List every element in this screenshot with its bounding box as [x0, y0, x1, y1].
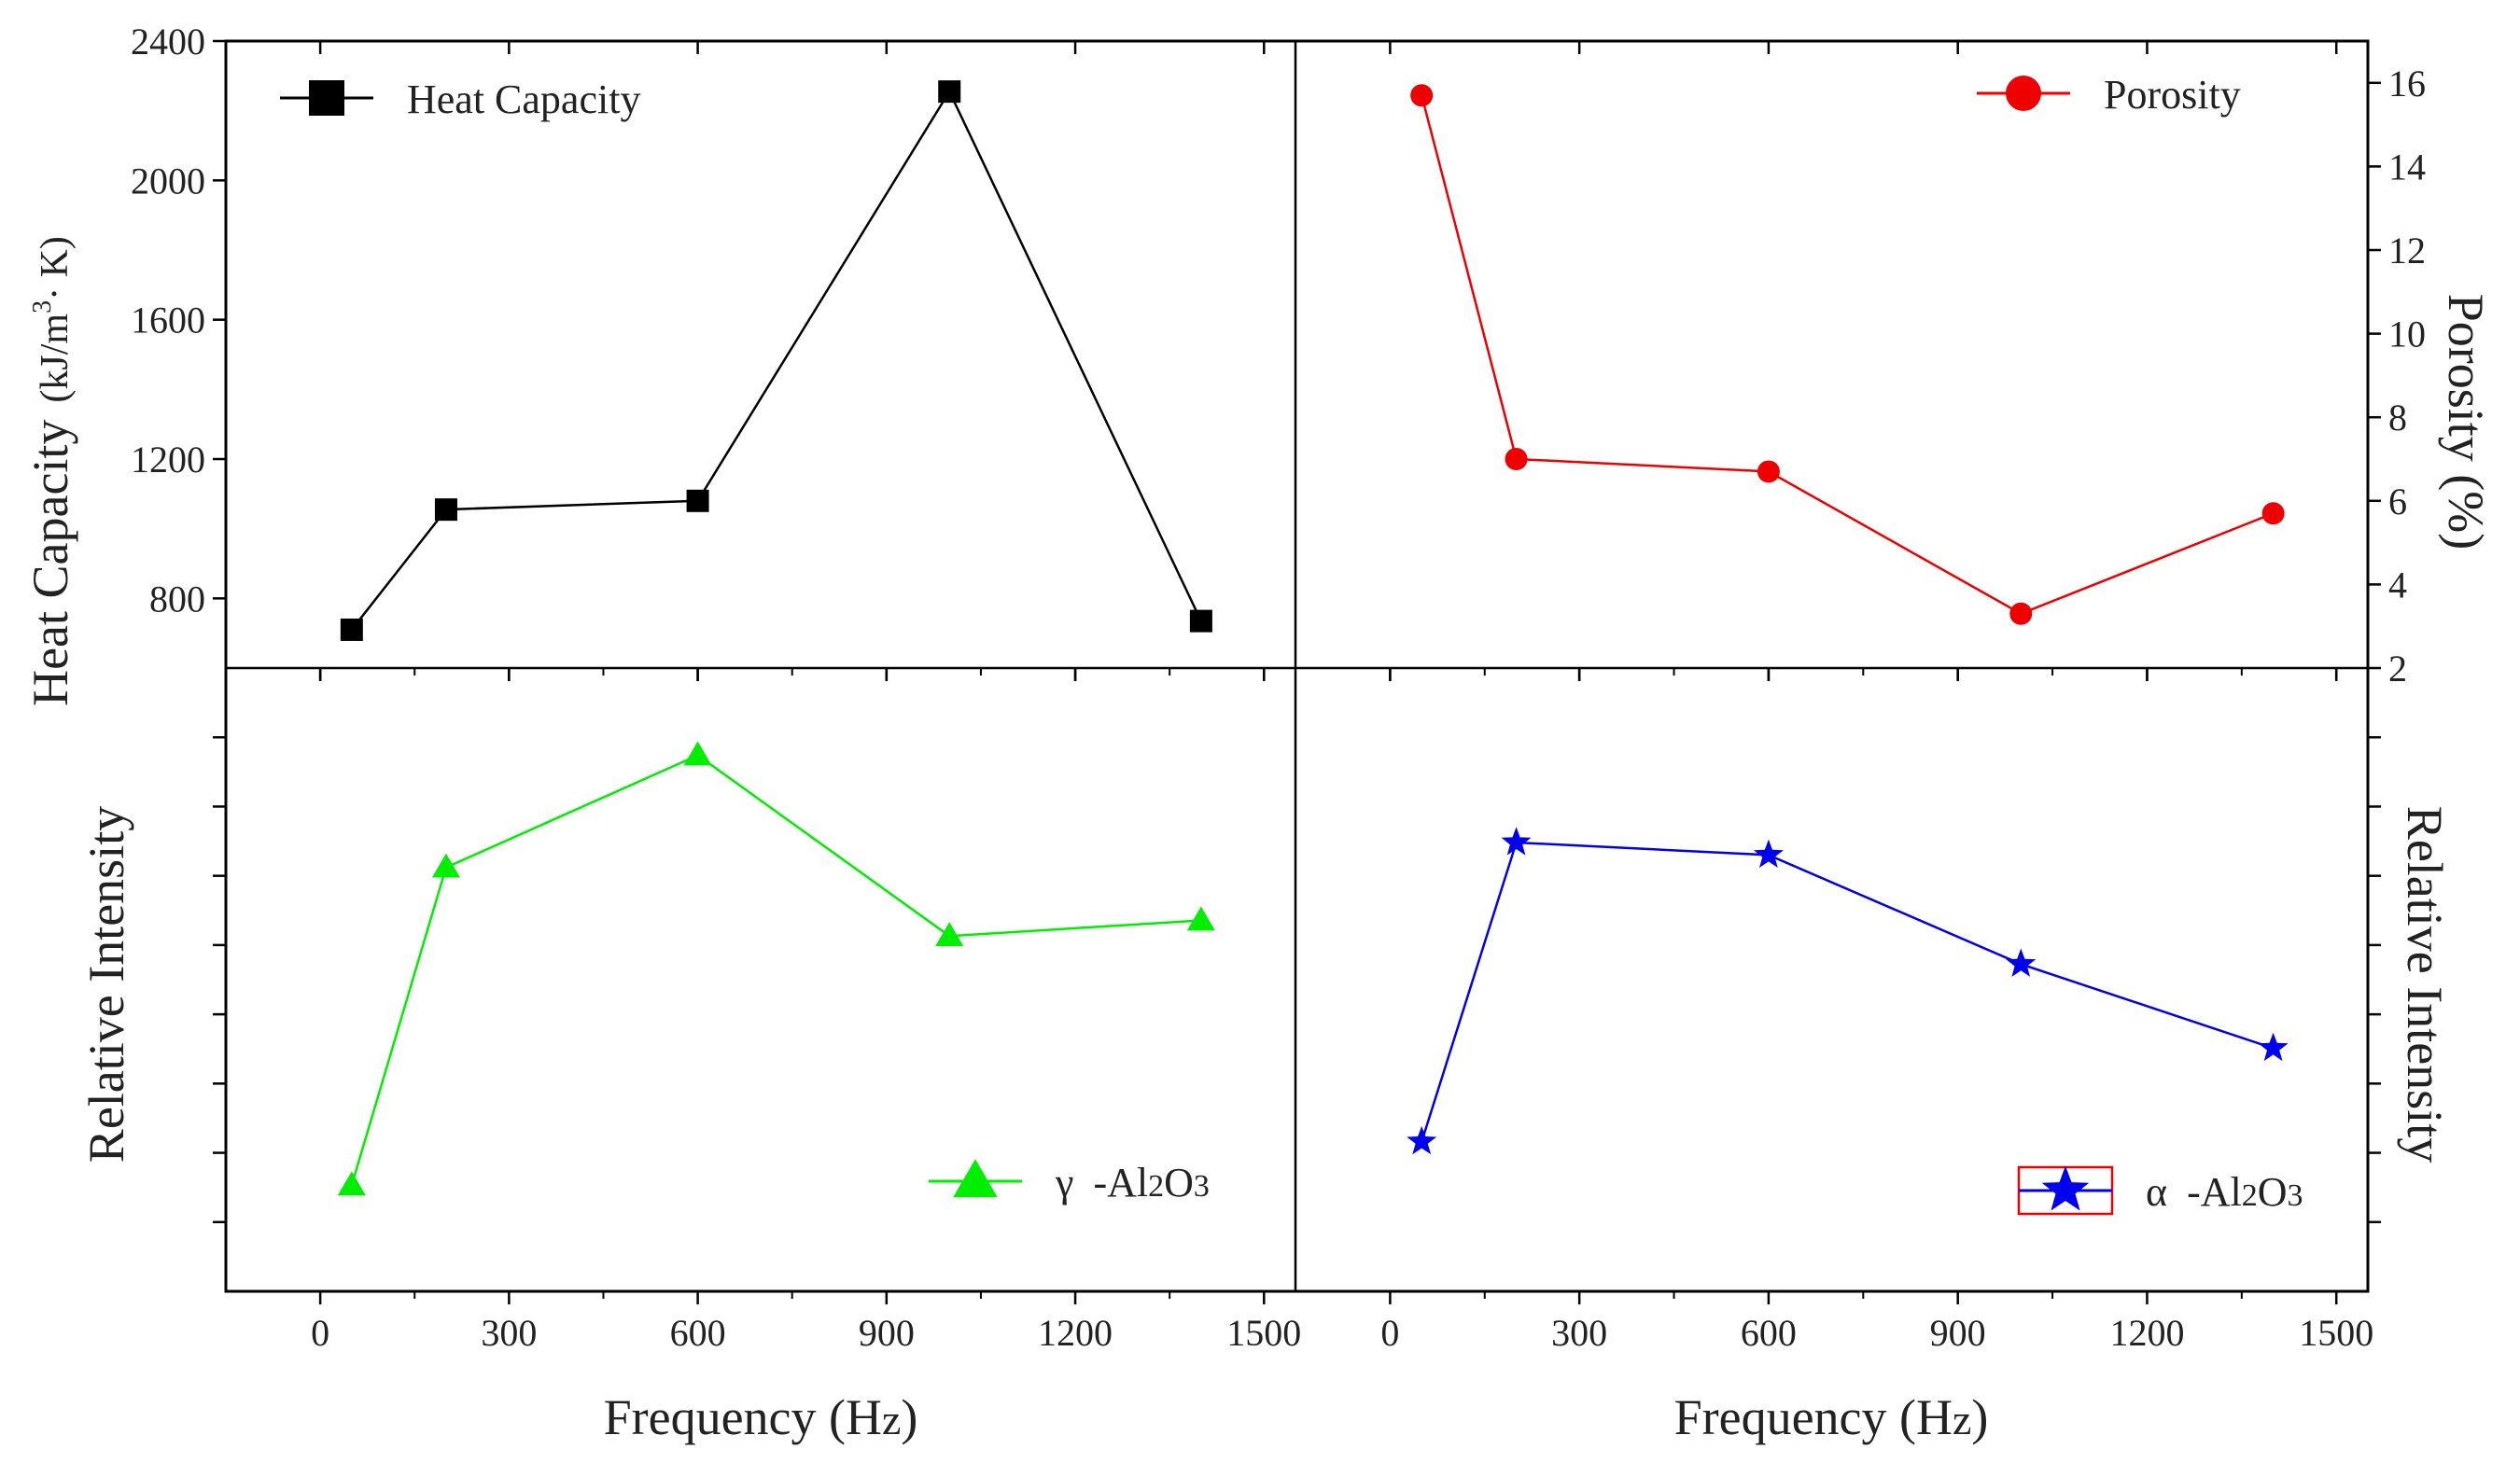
- y-tick-label: 16: [2388, 63, 2426, 104]
- y-tick-label: 12: [2388, 230, 2426, 272]
- plot-border: [224, 39, 2370, 1293]
- legend-marker: [953, 1159, 998, 1198]
- series-line: [1421, 841, 2274, 1143]
- panel-bottom-left: [337, 741, 1215, 1196]
- data-point: [2009, 602, 2033, 625]
- legend-marker: [2006, 76, 2041, 111]
- data-point: [434, 498, 457, 522]
- y-tick-label: 2: [2388, 648, 2407, 690]
- legend-bottom-left: γ -Al2O3: [929, 1159, 1210, 1205]
- legend-label: Porosity: [2104, 72, 2241, 118]
- data-point: [1407, 1125, 1437, 1155]
- x-tick-label: 600: [1741, 1312, 1797, 1354]
- series-line: [350, 754, 1201, 1186]
- x-tick-label: 1500: [2299, 1312, 2373, 1354]
- x-tick-label: 300: [481, 1312, 537, 1354]
- data-point: [935, 922, 964, 947]
- data-point: [431, 853, 460, 878]
- data-point: [340, 618, 363, 641]
- x-axis-title-left: Frequency (Hz): [604, 1389, 918, 1445]
- legend-label: γ -Al2O3: [1055, 1160, 1210, 1205]
- data-point: [1501, 827, 1532, 856]
- legend-top-left: Heat Capacity: [280, 77, 640, 122]
- data-point: [938, 80, 961, 104]
- y-tick-label: 8: [2388, 397, 2407, 439]
- panel-top-right: [1410, 84, 2285, 625]
- panel-bottom-right: [1407, 827, 2289, 1155]
- y-tick-label: 6: [2388, 481, 2407, 522]
- y-tick-label: 1600: [131, 300, 205, 341]
- data-point: [686, 489, 709, 512]
- axis-ticks: 800 1200 1600 2000 2400 2 4 6 8 10 12 14 16 0 300 600 90…: [131, 21, 2426, 1354]
- panel-top-left: [340, 80, 1212, 641]
- x-axis-z-left: z: [882, 1396, 901, 1443]
- y-tick-label: 800: [149, 578, 205, 620]
- x-tick-label: 300: [1551, 1312, 1607, 1354]
- y-tick-label: 10: [2388, 314, 2426, 355]
- x-axis-z-right: z: [1953, 1396, 1971, 1443]
- data-point: [1757, 460, 1780, 483]
- data-point: [1410, 84, 1434, 107]
- data-point: [2006, 948, 2037, 977]
- x-tick-label: 600: [670, 1312, 726, 1354]
- legend-marker: [309, 80, 344, 116]
- data-point: [337, 1171, 366, 1196]
- x-axis-title-right: Frequency (Hz): [1674, 1389, 1989, 1445]
- legend-bottom-right: α -Al2O3: [2017, 1165, 2303, 1216]
- data-point: [2258, 1032, 2289, 1062]
- legend-marker: [2041, 1165, 2090, 1211]
- x-tick-label: 0: [311, 1312, 329, 1354]
- y-axis-title-heat-capacity: Heat Capacity(kJ/m3· K): [22, 236, 78, 706]
- legend-label: Heat Capacity: [407, 77, 640, 122]
- x-tick-label: 1200: [2109, 1312, 2184, 1354]
- data-point: [1505, 448, 1528, 470]
- x-tick-label: 1500: [1226, 1312, 1301, 1354]
- data-point: [1753, 839, 1784, 868]
- x-tick-label: 1200: [1038, 1312, 1113, 1354]
- y-tick-label: 2400: [131, 21, 205, 63]
- y-tick-label: 14: [2388, 146, 2426, 188]
- plot-frames: [224, 39, 2370, 1293]
- series-line: [1420, 94, 2275, 616]
- data-series: [337, 80, 2289, 1196]
- y-tick-label: 1200: [131, 439, 205, 481]
- x-tick-label: 900: [1930, 1312, 1986, 1354]
- legend-top-right: Porosity: [1977, 72, 2241, 118]
- y-tick-label: 4: [2388, 564, 2407, 606]
- legend-label: α -Al2O3: [2146, 1169, 2303, 1215]
- data-point: [2261, 502, 2285, 525]
- legends: Heat Capacity Porosity γ -Al2O3 α -Al2O3: [280, 72, 2303, 1216]
- y-tick-label: 2000: [131, 160, 205, 202]
- x-tick-label: 0: [1380, 1312, 1399, 1354]
- data-point: [1186, 906, 1215, 931]
- data-point: [1189, 609, 1212, 633]
- y-axis-title-porosity: Porosity (%): [2438, 294, 2494, 550]
- data-point: [683, 741, 712, 766]
- y-axis-title-relative-intensity-left: Relative Intensity: [78, 806, 134, 1163]
- series-line: [350, 89, 1203, 631]
- y-axis-title-relative-intensity-right: Relative Intensity: [2397, 806, 2453, 1163]
- x-tick-label: 900: [859, 1312, 915, 1354]
